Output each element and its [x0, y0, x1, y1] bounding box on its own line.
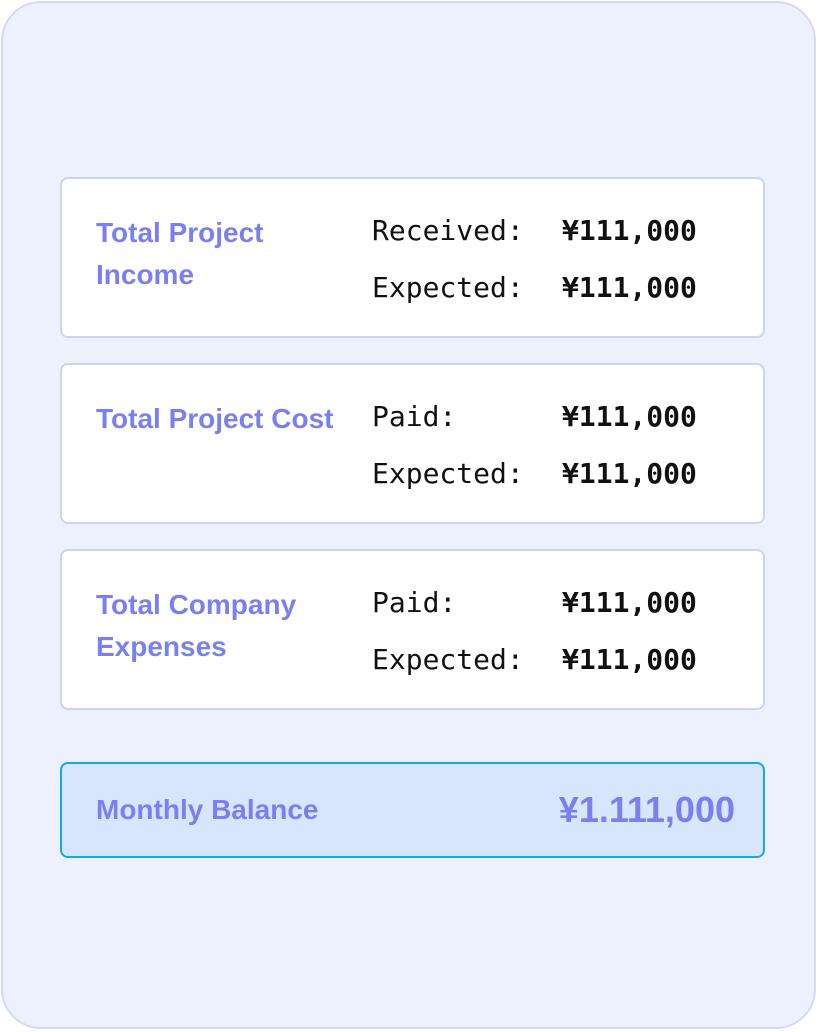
row-value: ¥111,000 — [562, 457, 697, 490]
row-label: Expected: — [372, 457, 524, 490]
monthly-balance-card: Monthly Balance ¥1.111,000 — [60, 762, 765, 858]
received-row: Received: ¥111,000 — [372, 211, 752, 251]
card-title: Total Project Cost — [96, 403, 334, 434]
expected-row: Expected: ¥111,000 — [372, 268, 752, 308]
card-title: Total Company Expenses — [96, 589, 297, 662]
project-income-card: Total Project Income Received: ¥111,000 … — [60, 177, 765, 338]
paid-row: Paid: ¥111,000 — [372, 583, 752, 623]
balance-label: Monthly Balance — [96, 794, 319, 825]
card-title: Total Project Income — [96, 217, 264, 290]
row-value: ¥111,000 — [562, 400, 697, 433]
project-cost-card: Total Project Cost Paid: ¥111,000 Expect… — [60, 363, 765, 524]
row-label: Expected: — [372, 643, 524, 676]
row-label: Paid: — [372, 400, 457, 433]
row-value: ¥111,000 — [562, 586, 697, 619]
row-label: Expected: — [372, 271, 524, 304]
expected-row: Expected: ¥111,000 — [372, 454, 752, 494]
row-value: ¥111,000 — [562, 271, 697, 304]
balance-value: ¥1.111,000 — [558, 789, 735, 830]
row-value: ¥111,000 — [562, 214, 697, 247]
expected-row: Expected: ¥111,000 — [372, 640, 752, 680]
row-label: Paid: — [372, 586, 457, 619]
row-value: ¥111,000 — [562, 643, 697, 676]
row-label: Received: — [372, 214, 524, 247]
paid-row: Paid: ¥111,000 — [372, 397, 752, 437]
company-expenses-card: Total Company Expenses Paid: ¥111,000 Ex… — [60, 549, 765, 710]
